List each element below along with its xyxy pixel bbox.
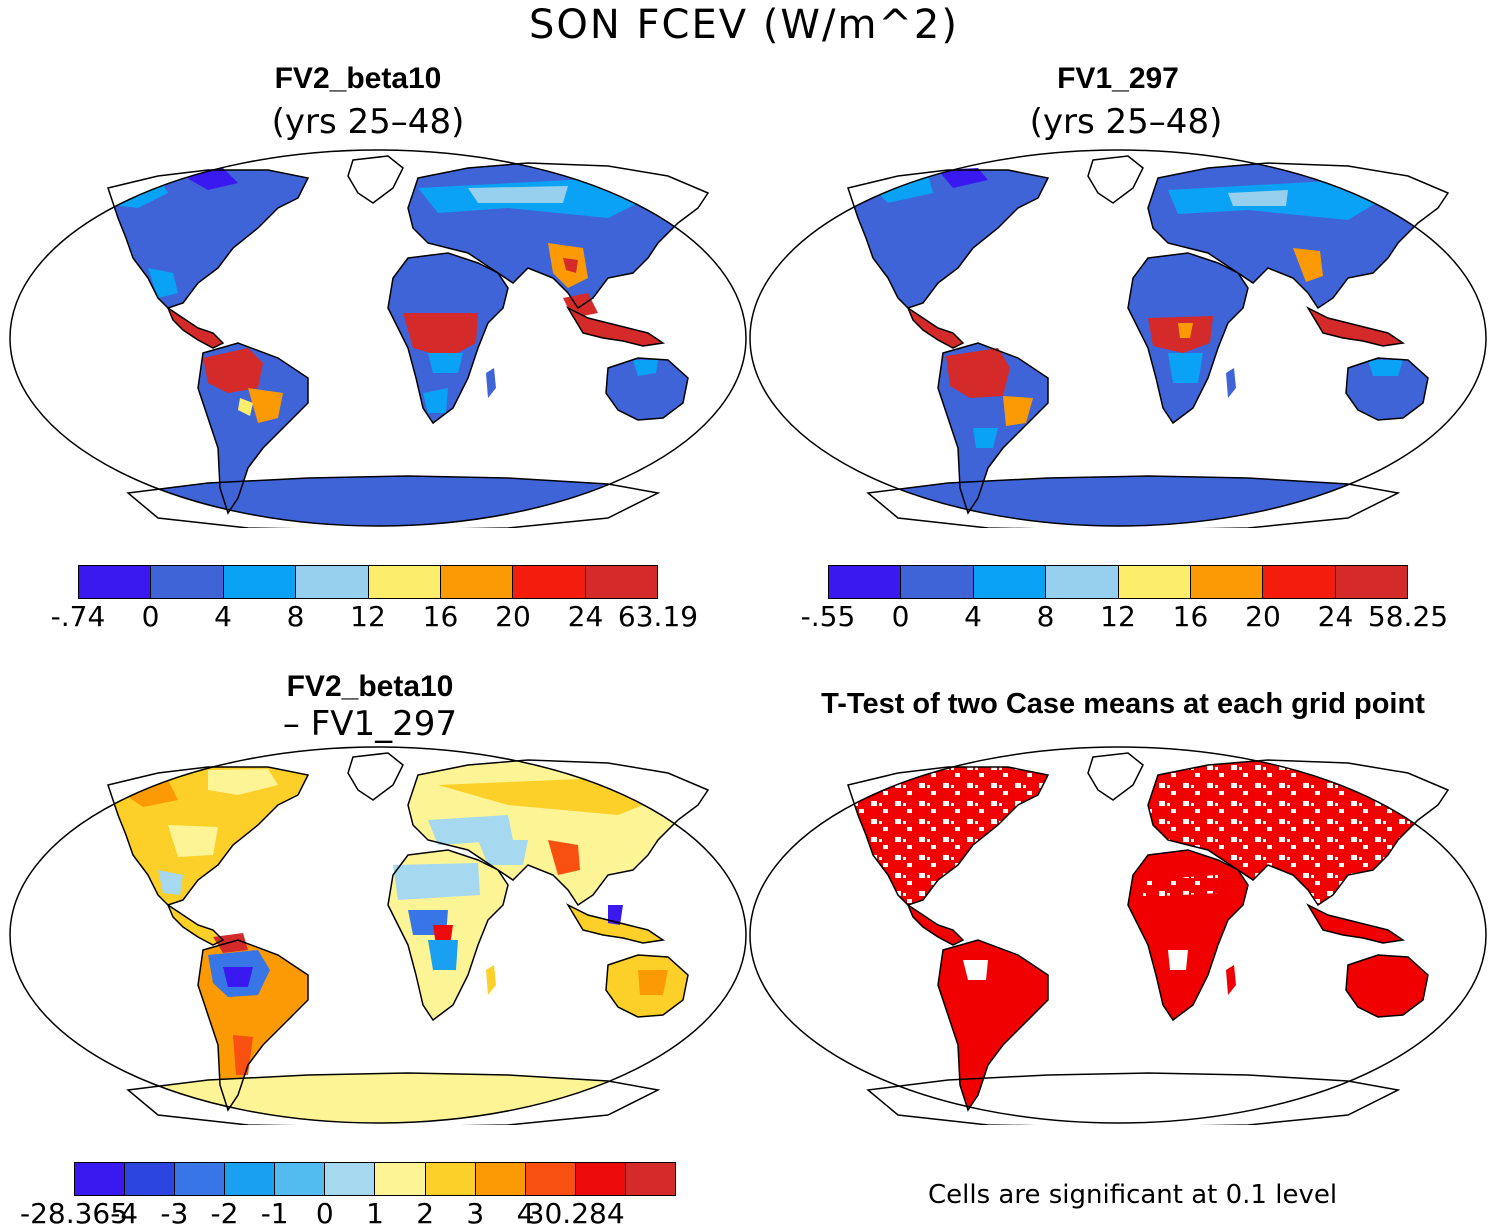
- figure-title: SON FCEV (W/m^2): [529, 2, 959, 48]
- colorbar-swatch: [223, 566, 297, 598]
- colorbar-swatch: [1190, 566, 1264, 598]
- map-panel-fv1: [749, 149, 1487, 528]
- panel-subtitle-fv1: (yrs 25–48): [1029, 102, 1223, 142]
- colorbar-tick-label: -.55: [800, 600, 856, 633]
- map-panel-fv2: [9, 149, 747, 528]
- land-north-america: [848, 170, 1048, 308]
- colorbar-tick-label: -4: [110, 1197, 139, 1230]
- colorbar-swatch: [368, 566, 441, 598]
- colorbar-tick-label: 8: [1036, 600, 1055, 633]
- map-panel-ttest: [749, 746, 1487, 1125]
- panel-title-diff: FV2_beta10: [286, 670, 454, 703]
- colorbar-swatch: [125, 1163, 176, 1195]
- colorbar-swatch: [151, 566, 224, 598]
- colorbar-tick-label: 0: [315, 1197, 334, 1230]
- panel-title-fv1: FV1_297: [1057, 62, 1179, 95]
- colorbar-swatch: [513, 566, 586, 598]
- colorbar-swatch: [625, 1163, 675, 1195]
- colorbar-tick-label: 63.19: [617, 600, 699, 633]
- colorbar-tick-label: 0: [141, 600, 160, 633]
- colorbar-tick-label: 0: [891, 600, 910, 633]
- colorbar-swatch: [1335, 566, 1407, 598]
- colorbar-tick-label: 4: [214, 600, 232, 633]
- map-border: [749, 746, 1487, 1124]
- colorbar-swatch: [296, 566, 369, 598]
- colorbar-swatch: [440, 566, 514, 598]
- colorbar-swatch: [275, 1163, 326, 1195]
- colorbar-tick-label: 30.284: [526, 1197, 625, 1230]
- map-panel-diff: [9, 746, 747, 1125]
- panel-subtitle-diff: – FV1_297: [282, 704, 458, 744]
- colorbar-swatch: [829, 566, 902, 598]
- map-border: [9, 746, 747, 1124]
- colorbar-tick-label: 58.25: [1367, 600, 1449, 633]
- panel-title-ttest: T-Test of two Case means at each grid po…: [821, 688, 1425, 720]
- colorbar-swatch: [175, 1163, 226, 1195]
- colorbar-swatch: [1046, 566, 1119, 598]
- colorbar-swatch: [75, 1163, 126, 1195]
- colorbar-fv2: [78, 565, 658, 599]
- colorbar-tick-label: 24: [1317, 600, 1354, 633]
- colorbar-tick-label: 8: [286, 600, 305, 633]
- colorbar-tick-label: -2: [210, 1197, 239, 1230]
- colorbar-tick-label: 24: [567, 600, 604, 633]
- colorbar-swatch: [585, 566, 657, 598]
- colorbar-tick-label: 16: [1172, 600, 1209, 633]
- colorbar-swatch: [1118, 566, 1191, 598]
- colorbar-swatch: [973, 566, 1047, 598]
- colorbar-tick-label: 4: [516, 1197, 535, 1230]
- colorbar-swatch: [375, 1163, 426, 1195]
- colorbar-swatch: [575, 1163, 626, 1195]
- colorbar-tick-label: 2: [416, 1197, 435, 1230]
- colorbar-tick-label: 20: [495, 600, 531, 633]
- colorbar-tick-label: 4: [964, 600, 982, 633]
- panel-title-fv2: FV2_beta10: [274, 62, 442, 95]
- colorbar-swatch: [525, 1163, 576, 1195]
- ttest-significance-note: Cells are significant at 0.1 level: [928, 1180, 1338, 1210]
- colorbar-swatch: [325, 1163, 376, 1195]
- colorbar-swatch: [225, 1163, 276, 1195]
- colorbar-swatch: [1263, 566, 1336, 598]
- panel-subtitle-fv2: (yrs 25–48): [271, 102, 465, 142]
- colorbar-tick-label: -1: [260, 1197, 289, 1230]
- colorbar-swatch: [901, 566, 974, 598]
- land-north-america: [108, 170, 308, 308]
- colorbar-swatch: [475, 1163, 526, 1195]
- colorbar-tick-label: 12: [1100, 600, 1136, 633]
- colorbar-tick-label: 16: [422, 600, 459, 633]
- colorbar-tick-label: 20: [1245, 600, 1281, 633]
- colorbar-tick-label: 3: [466, 1197, 485, 1230]
- colorbar-tick-label: -.74: [50, 600, 106, 633]
- map-border: [749, 149, 1487, 527]
- colorbar-swatch: [425, 1163, 476, 1195]
- colorbar-tick-label: 12: [350, 600, 386, 633]
- colorbar-tick-label: -3: [160, 1197, 189, 1230]
- map-border: [9, 149, 747, 527]
- colorbar-swatch: [79, 566, 152, 598]
- colorbar-tick-label: 1: [366, 1197, 384, 1230]
- colorbar-fv1: [828, 565, 1408, 599]
- colorbar-tick-label: -28.365: [19, 1197, 129, 1230]
- colorbar-diff: [74, 1162, 676, 1196]
